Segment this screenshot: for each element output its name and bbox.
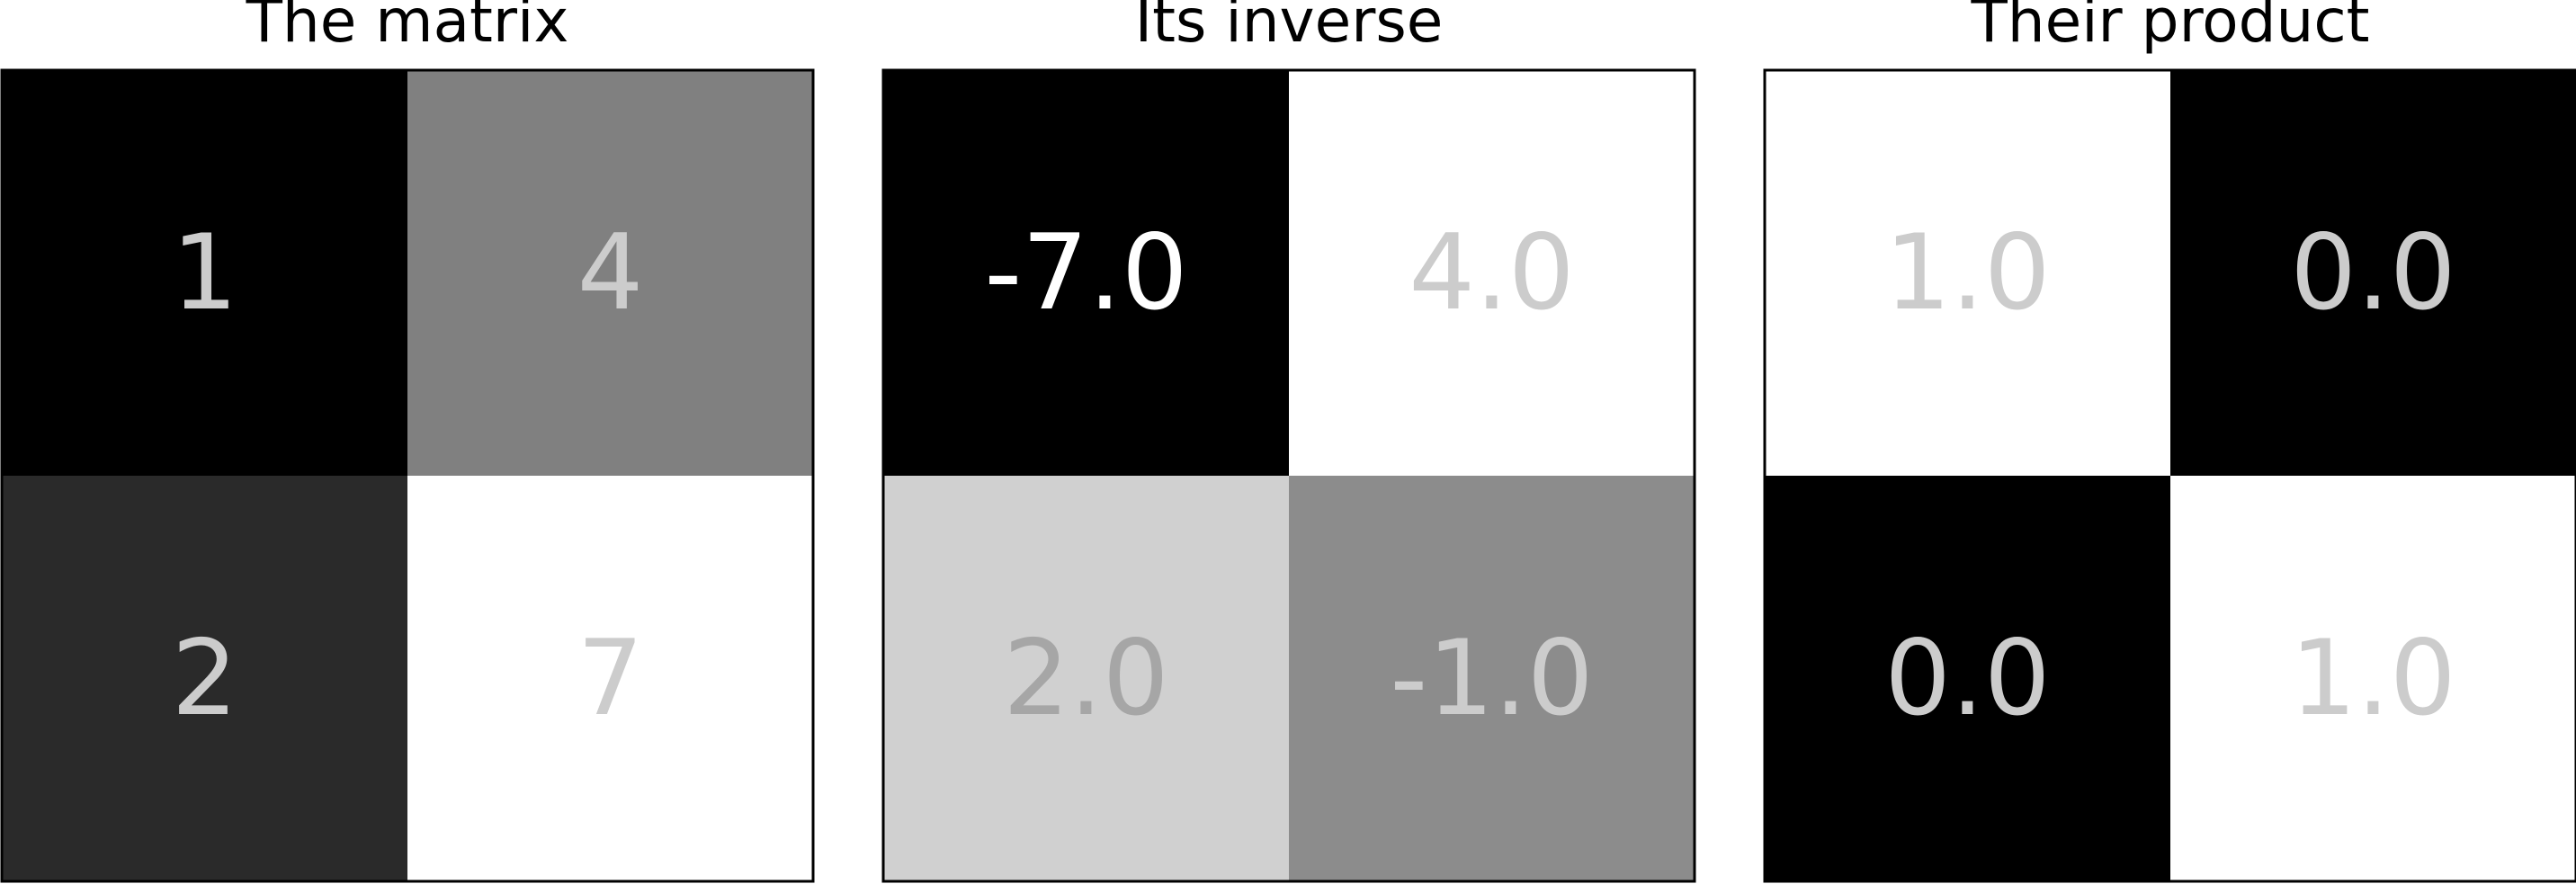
heatmap-cell [2170, 476, 2576, 881]
panel-title: The matrix [246, 0, 569, 56]
cell-value-label: 0.0 [2290, 212, 2455, 334]
heatmap-cell [883, 70, 1289, 476]
cell-value-label: -7.0 [984, 212, 1187, 334]
heatmap-cell [2, 70, 407, 476]
panel-title: Its inverse [1135, 0, 1444, 56]
heatmap-cell [1765, 476, 2170, 881]
cell-value-label: 1 [172, 212, 238, 334]
heatmap-cell [2, 476, 407, 881]
panel-frame [0, 68, 815, 883]
heatmap-cell [883, 476, 1289, 881]
heatmap-cell [1289, 476, 1695, 881]
heatmap-panel-3: Their product 1.0 0.0 0.0 1.0 [1763, 0, 2576, 883]
cell-value-label: 0.0 [1884, 618, 2050, 739]
heatmap-cell [407, 70, 813, 476]
panel-frame [1763, 68, 2576, 883]
cell-value-label: 1.0 [1884, 212, 2050, 334]
panel-frame [881, 68, 1696, 883]
heatmap-cell [2170, 70, 2576, 476]
panel-title: Their product [1970, 0, 2369, 56]
cell-value-label: 4 [577, 212, 644, 334]
cell-value-label: 2.0 [1003, 618, 1168, 739]
cell-value-label: -1.0 [1390, 618, 1593, 739]
cell-value-label: 2 [172, 618, 238, 739]
heatmap-panel-1: The matrix 1 4 2 7 [0, 0, 815, 883]
cell-value-label: 4.0 [1409, 212, 1574, 334]
heatmap-panel-2: Its inverse -7.0 4.0 2.0 -1.0 [881, 0, 1696, 883]
heatmap-cell [1765, 70, 2170, 476]
cell-value-label: 1.0 [2290, 618, 2455, 739]
cell-value-label: 7 [577, 618, 644, 739]
heatmap-cell [1289, 70, 1695, 476]
heatmap-cell [407, 476, 813, 881]
